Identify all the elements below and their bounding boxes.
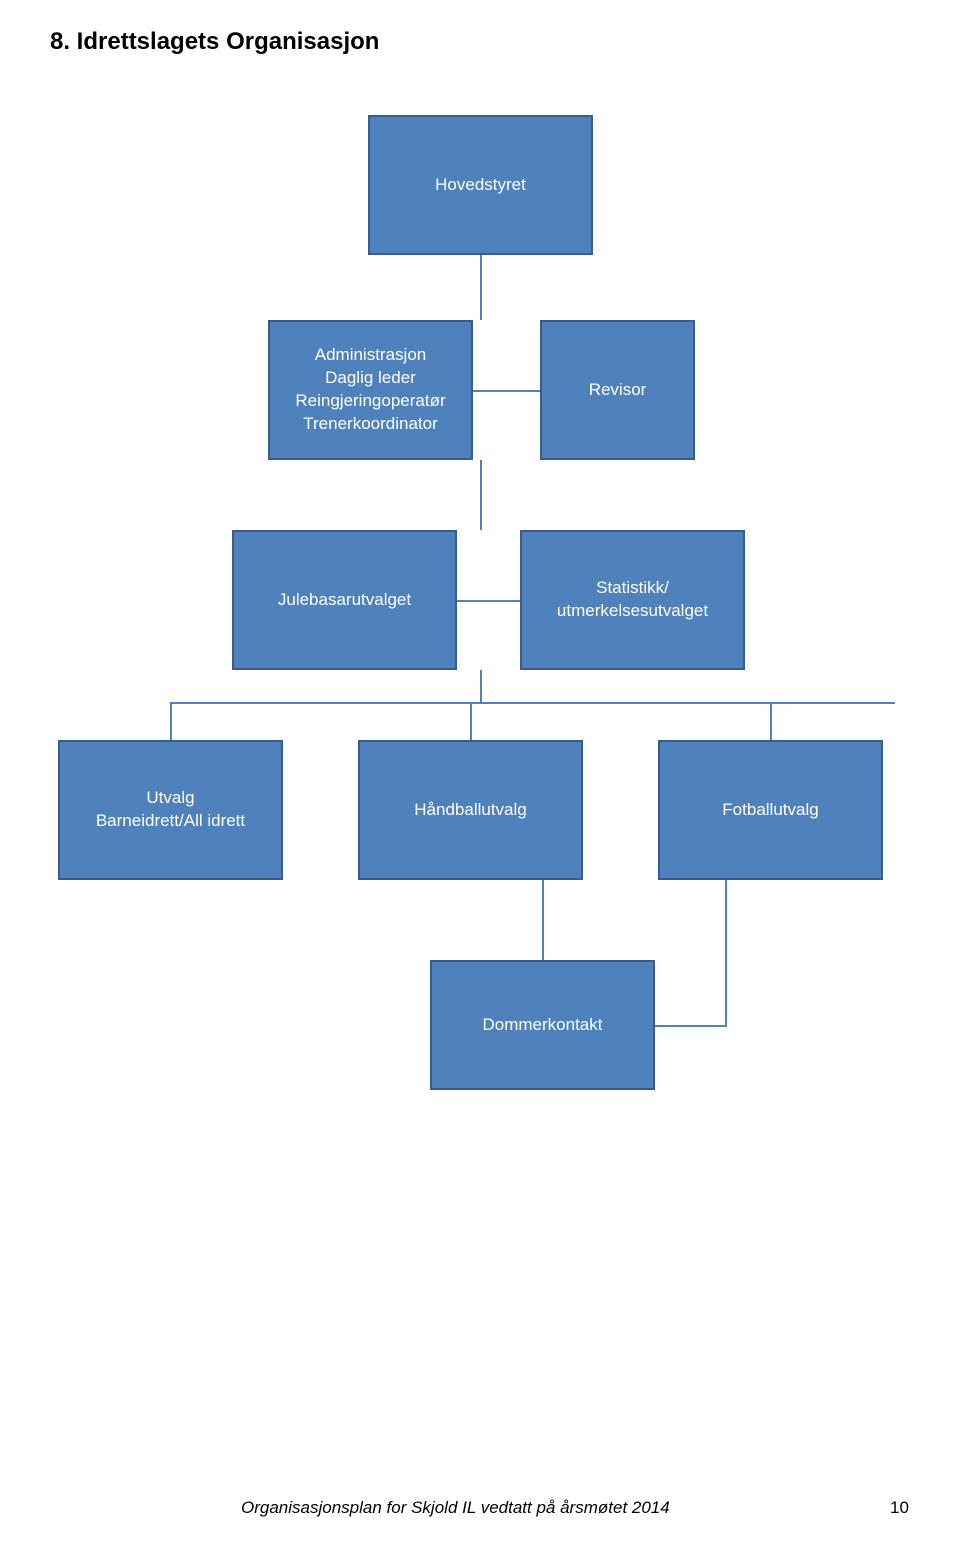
connector-line xyxy=(542,880,544,960)
node-label: Julebasarutvalget xyxy=(278,589,411,612)
node-line: Trenerkoordinator xyxy=(303,413,438,436)
node-label: Håndballutvalg xyxy=(414,799,526,822)
section-heading: 8. Idrettslagets Organisasjon xyxy=(50,28,379,56)
connector-line xyxy=(480,460,482,530)
node-line: Statistikk/ xyxy=(596,577,669,600)
connector-line xyxy=(725,880,727,1027)
node-handballutvalg: Håndballutvalg xyxy=(358,740,583,880)
connector-line xyxy=(480,255,482,320)
node-label: Revisor xyxy=(589,379,647,402)
connector-line xyxy=(770,702,772,740)
connector-line xyxy=(170,702,895,704)
node-statistikk: Statistikk/ utmerkelsesutvalget xyxy=(520,530,745,670)
footer-text: Organisasjonsplan for Skjold IL vedtatt … xyxy=(241,1498,670,1518)
connector-line xyxy=(480,670,482,702)
node-administrasjon: Administrasjon Daglig leder Reingjeringo… xyxy=(268,320,473,460)
node-julebasarutvalget: Julebasarutvalget xyxy=(232,530,457,670)
connector-line xyxy=(473,390,540,392)
node-label: Hovedstyret xyxy=(435,174,526,197)
node-fotballutvalg: Fotballutvalg xyxy=(658,740,883,880)
connector-line xyxy=(457,600,520,602)
node-label: Dommerkontakt xyxy=(483,1014,603,1037)
connector-line xyxy=(170,702,172,740)
node-barneidrett: Utvalg Barneidrett/All idrett xyxy=(58,740,283,880)
node-line: utmerkelsesutvalget xyxy=(557,600,708,623)
node-revisor: Revisor xyxy=(540,320,695,460)
node-hovedstyret: Hovedstyret xyxy=(368,115,593,255)
page-number: 10 xyxy=(890,1498,909,1518)
node-line: Administrasjon xyxy=(315,344,427,367)
node-line: Barneidrett/All idrett xyxy=(96,810,245,833)
node-line: Reingjeringoperatør xyxy=(295,390,445,413)
node-line: Utvalg xyxy=(146,787,194,810)
connector-line xyxy=(470,702,472,740)
node-dommerkontakt: Dommerkontakt xyxy=(430,960,655,1090)
node-label: Fotballutvalg xyxy=(722,799,818,822)
node-line: Daglig leder xyxy=(325,367,416,390)
